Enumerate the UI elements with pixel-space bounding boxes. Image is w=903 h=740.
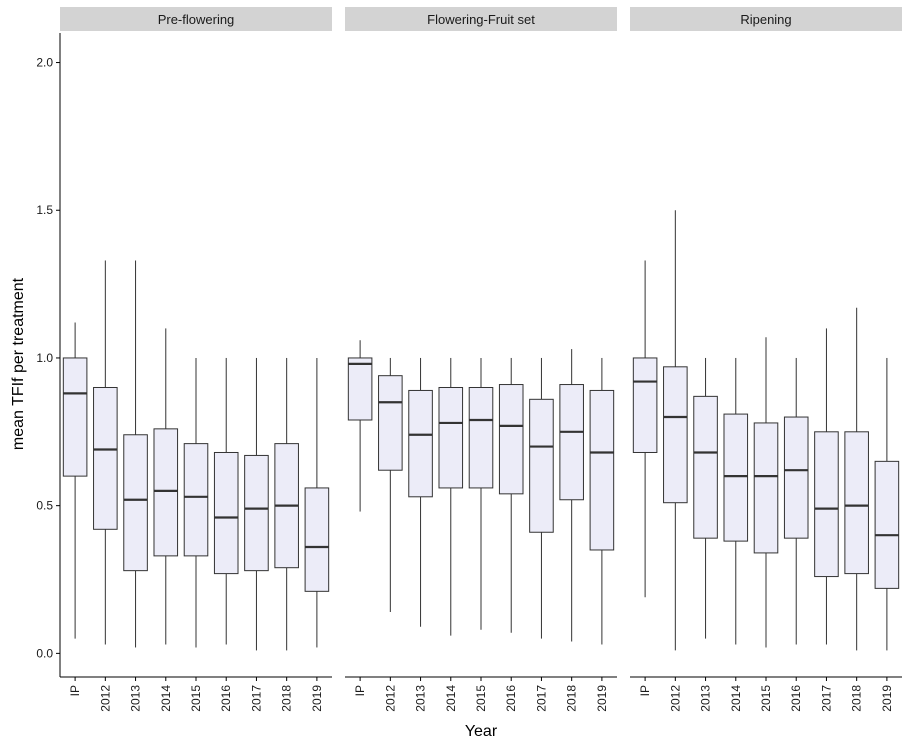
box-body: [498, 384, 524, 495]
box-body: [213, 451, 239, 575]
panel-strip-label: Flowering-Fruit set: [427, 12, 535, 27]
box-body: [814, 431, 839, 578]
box-body: [663, 366, 688, 504]
panels-layer: Pre-flowering IP 2012 2013 2014 2015 2016 2017 2…: [60, 7, 902, 712]
box-body: [378, 375, 403, 471]
box-2014: [438, 357, 464, 636]
box-IP: [347, 340, 373, 512]
box-body: [723, 413, 749, 542]
box-body: [93, 386, 118, 530]
y-tick-label: 1.0: [36, 351, 53, 365]
panel-strip-label: Ripening: [740, 12, 791, 27]
box-body: [438, 386, 464, 489]
box-2018: [559, 349, 584, 642]
box-body: [783, 416, 809, 539]
box-body: [183, 443, 209, 557]
box-2015: [468, 357, 494, 630]
panel-strip-label: Pre-flowering: [158, 12, 235, 27]
box-2014: [723, 357, 749, 645]
panel-strip: [630, 7, 902, 31]
box-body: [244, 454, 269, 572]
x-tick-label: 2012: [98, 685, 112, 712]
x-tick-label: 2015: [474, 685, 488, 712]
box-body: [632, 357, 658, 453]
box-body: [123, 434, 148, 572]
box-body: [844, 431, 869, 575]
box-2019: [874, 357, 900, 651]
box-2013: [408, 357, 433, 627]
x-tick-label: 2015: [759, 685, 773, 712]
box-2015: [183, 357, 209, 648]
box-2012: [663, 210, 688, 651]
y-tick-label: 0.5: [36, 499, 53, 513]
x-tick-label: 2018: [280, 685, 294, 712]
panel-1: Pre-flowering IP 2012 2013 2014 2015 2016 2017 2…: [60, 7, 332, 712]
box-2015: [753, 337, 779, 648]
box-body: [62, 357, 88, 477]
y-tick-label: 2.0: [36, 56, 53, 70]
box-2012: [93, 260, 118, 645]
panel-3: Ripening IP 2012 2013 2014 2015 2016 2017 2018 20…: [630, 7, 902, 712]
x-tick-label: 2017: [534, 685, 548, 712]
x-tick-label: 2012: [668, 685, 682, 712]
box-2013: [123, 260, 148, 648]
box-2019: [304, 357, 330, 648]
x-tick-label: 2014: [444, 685, 458, 712]
x-tick-label: 2016: [504, 685, 518, 712]
box-body: [468, 386, 494, 489]
y-axis-title: mean TFIf per treatment: [10, 277, 27, 450]
y-tick-label: 0.0: [36, 646, 53, 660]
x-tick-label: 2016: [219, 685, 233, 712]
x-tick-label: 2014: [729, 685, 743, 712]
panel-strip: [60, 7, 332, 31]
box-2017: [814, 328, 839, 645]
x-tick-label: IP: [353, 685, 367, 696]
box-IP: [632, 260, 658, 598]
box-body: [559, 384, 584, 501]
box-2017: [529, 357, 554, 639]
box-2017: [244, 357, 269, 651]
box-2016: [498, 357, 524, 633]
box-body: [304, 487, 330, 592]
x-axis-title: Year: [465, 723, 498, 740]
panel-strip: [345, 7, 617, 31]
box-body: [693, 395, 718, 539]
x-tick-label: 2013: [699, 685, 713, 712]
box-body: [874, 460, 900, 589]
x-tick-label: 2014: [159, 685, 173, 712]
box-body: [589, 389, 615, 551]
box-2018: [844, 307, 869, 651]
box-2016: [783, 357, 809, 645]
x-tick-label: 2017: [249, 685, 263, 712]
x-tick-label: 2013: [129, 685, 143, 712]
box-body: [529, 398, 554, 533]
x-tick-label: IP: [68, 685, 82, 696]
box-2019: [589, 357, 615, 645]
x-tick-label: 2019: [310, 685, 324, 712]
y-axis: 0.0 0.5 1.0 1.5 2.0: [36, 33, 61, 677]
box-2012: [378, 357, 403, 613]
box-body: [753, 422, 779, 554]
y-tick-label: 1.5: [36, 203, 53, 217]
box-body: [153, 428, 179, 557]
box-body: [347, 357, 373, 421]
box-body: [408, 389, 433, 498]
box-2016: [213, 357, 239, 645]
x-tick-label: 2018: [565, 685, 579, 712]
box-2014: [153, 328, 179, 645]
x-tick-label: 2019: [595, 685, 609, 712]
x-tick-label: 2015: [189, 685, 203, 712]
x-tick-label: 2012: [383, 685, 397, 712]
x-tick-label: 2016: [789, 685, 803, 712]
x-tick-label: 2017: [819, 685, 833, 712]
x-tick-label: IP: [638, 685, 652, 696]
panel-2: Flowering-Fruit set IP 2012 2013 2014 2015 201…: [345, 7, 617, 712]
box-2013: [693, 357, 718, 639]
box-IP: [62, 322, 88, 639]
x-tick-label: 2019: [880, 685, 894, 712]
x-tick-label: 2018: [850, 685, 864, 712]
x-tick-label: 2013: [414, 685, 428, 712]
box-2018: [274, 357, 299, 651]
